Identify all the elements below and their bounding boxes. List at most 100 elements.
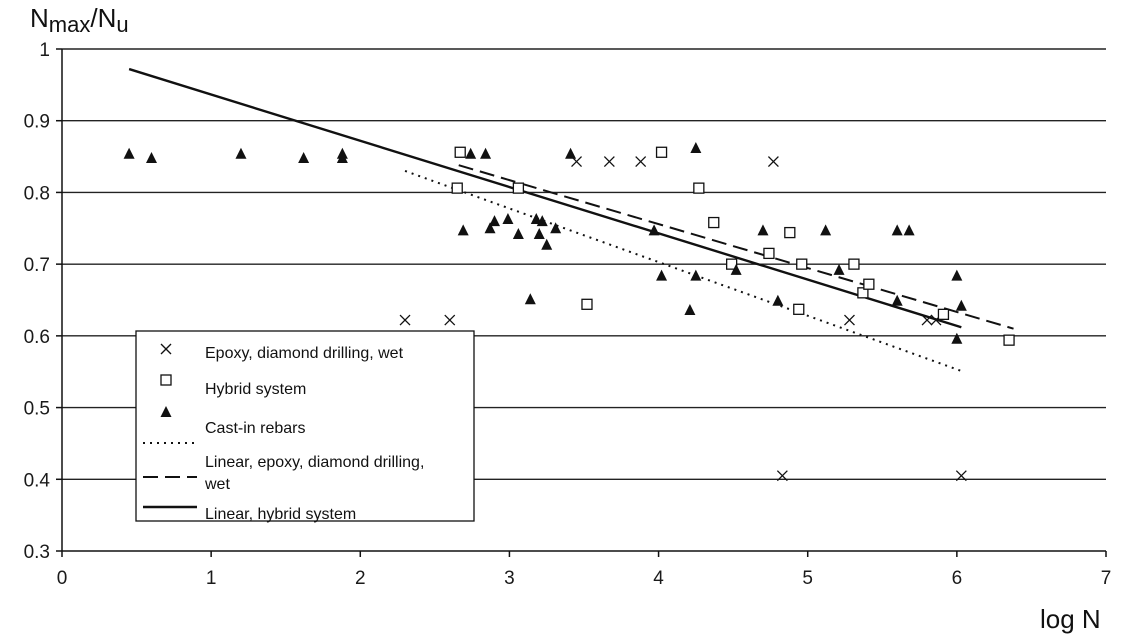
marker-stroke xyxy=(603,156,615,168)
data-point-triangle xyxy=(530,212,542,224)
data-point-square xyxy=(693,182,705,194)
data-point-square xyxy=(796,258,808,270)
data-point-square xyxy=(1003,334,1015,346)
data-point-triangle xyxy=(512,228,524,240)
data-point-triangle xyxy=(730,263,742,275)
data-point-triangle xyxy=(457,224,469,236)
data-point-square xyxy=(857,287,869,299)
data-point-square xyxy=(848,258,860,270)
y-tick-label: 0.5 xyxy=(24,399,50,420)
fit-lines xyxy=(128,67,1014,372)
y-tick-label: 0.6 xyxy=(24,327,50,348)
data-point-triangle xyxy=(772,294,784,306)
legend-label-hybrid: Hybrid system xyxy=(205,381,306,398)
data-point-triangle xyxy=(536,215,548,227)
data-point-square xyxy=(708,216,720,229)
y-axis-title: Nmax/Nu xyxy=(30,3,129,37)
data-point-triangle xyxy=(951,332,963,344)
data-point-square xyxy=(793,303,805,315)
data-point-x xyxy=(844,314,855,326)
data-point-x xyxy=(767,156,779,168)
data-point-triangle xyxy=(955,299,967,311)
data-point-x xyxy=(635,156,647,168)
data-point-triangle xyxy=(484,222,496,234)
data-point-triangle xyxy=(298,152,310,164)
y-axis-title-sep: /N xyxy=(90,3,116,33)
fit-line-dotted xyxy=(404,169,962,372)
data-point-square xyxy=(784,226,796,239)
data-point-triangle xyxy=(480,147,492,159)
data-point-triangle xyxy=(757,224,769,236)
data-markers xyxy=(123,141,1015,482)
x-tick-label: 4 xyxy=(653,568,664,589)
axes xyxy=(56,48,1107,557)
data-point-square xyxy=(655,146,668,158)
y-tick-label: 0.7 xyxy=(24,255,50,276)
data-point-square xyxy=(863,278,875,290)
data-point-square xyxy=(763,247,775,260)
legend-box xyxy=(135,330,475,522)
data-point-triangle xyxy=(145,152,157,164)
data-point-x xyxy=(399,314,411,326)
data-point-triangle xyxy=(656,269,668,281)
x-tick-label: 6 xyxy=(952,568,963,589)
y-tick-label: 1 xyxy=(39,40,50,61)
y-axis-title-sub2: u xyxy=(116,12,128,37)
marker-stroke xyxy=(571,156,583,168)
data-point-triangle xyxy=(465,147,477,159)
fit-line-solid xyxy=(128,67,962,329)
data-point-triangle xyxy=(565,147,577,159)
data-point-triangle xyxy=(820,224,832,236)
data-point-triangle xyxy=(833,263,845,275)
data-point-square xyxy=(581,298,593,310)
legend-label-castin: Cast-in rebars xyxy=(205,420,305,437)
x-axis-title: log N xyxy=(1040,604,1101,634)
marker-stroke xyxy=(844,314,855,326)
y-tick-label: 0.9 xyxy=(24,112,50,133)
fit-line-dashed xyxy=(458,164,1014,330)
legend: Epoxy, diamond drilling, wet Hybrid syste… xyxy=(135,330,475,523)
data-point-triangle xyxy=(891,224,903,236)
x-tick-label: 2 xyxy=(355,568,366,589)
data-point-triangle xyxy=(891,294,903,306)
marker-stroke xyxy=(767,156,779,168)
y-tick-label: 0.3 xyxy=(24,542,50,563)
x-tick-label: 0 xyxy=(57,568,68,589)
x-tick-label: 3 xyxy=(504,568,515,589)
data-point-triangle xyxy=(648,224,660,236)
data-point-square xyxy=(454,146,466,158)
legend-label-epoxy: Epoxy, diamond drilling, wet xyxy=(205,345,404,362)
marker-stroke xyxy=(776,470,788,482)
x-tick-label: 1 xyxy=(206,568,217,589)
x-tick-label: 5 xyxy=(802,568,813,589)
data-point-x xyxy=(444,314,456,326)
marker-stroke xyxy=(921,314,933,326)
data-point-triangle xyxy=(690,141,702,153)
data-point-triangle xyxy=(541,238,553,250)
data-point-x xyxy=(603,156,615,168)
data-point-triangle xyxy=(951,269,963,281)
y-tick-label: 0.4 xyxy=(24,470,51,491)
marker-stroke xyxy=(160,343,172,355)
marker-stroke xyxy=(635,156,647,168)
data-point-x xyxy=(921,314,933,326)
y-axis-title-main: N xyxy=(30,3,49,33)
legend-label-lin-epoxy: wet xyxy=(204,476,230,493)
marker-stroke xyxy=(444,314,456,326)
data-point-square xyxy=(512,182,525,194)
legend-symbol-triangle xyxy=(160,406,172,417)
legend-label-lin-hybrid: Linear, hybrid system xyxy=(205,506,356,523)
marker-stroke xyxy=(399,314,411,326)
data-point-triangle xyxy=(502,212,514,224)
data-point-x xyxy=(776,470,788,482)
data-point-triangle xyxy=(684,304,696,316)
legend-label-lin-epoxy: Linear, epoxy, diamond drilling, xyxy=(205,454,424,471)
data-point-square xyxy=(451,182,463,194)
y-axis-title-sub1: max xyxy=(49,12,91,37)
marker-stroke xyxy=(955,470,967,482)
data-point-triangle xyxy=(524,293,536,305)
data-point-triangle xyxy=(690,269,702,281)
data-point-triangle xyxy=(533,228,545,240)
